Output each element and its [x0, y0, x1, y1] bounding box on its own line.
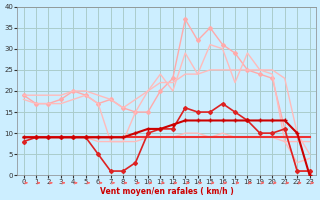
X-axis label: Vent moyen/en rafales ( km/h ): Vent moyen/en rafales ( km/h ) — [100, 187, 234, 196]
